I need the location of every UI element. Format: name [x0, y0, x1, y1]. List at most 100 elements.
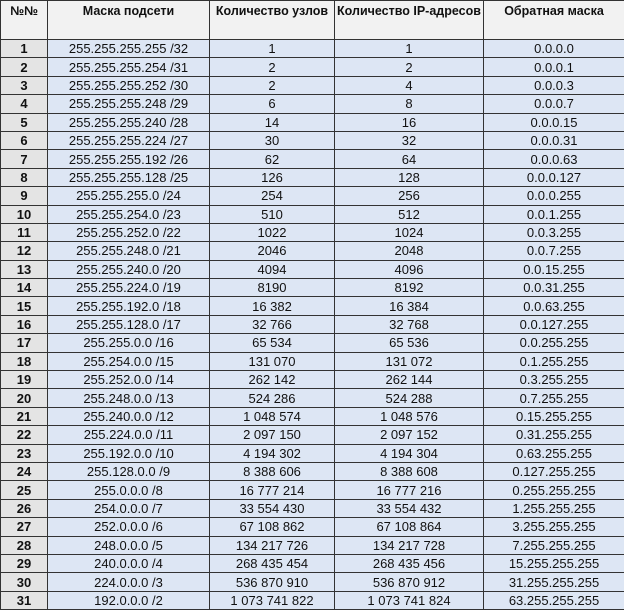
wildcard-mask-cell: 0.0.0.1 — [484, 58, 624, 76]
row-number-cell: 19 — [1, 371, 48, 389]
wildcard-mask-cell: 0.0.3.255 — [484, 223, 624, 241]
subnet-mask-cell: 255.255.252.0 /22 — [48, 223, 210, 241]
ip-count-cell: 1 — [335, 40, 484, 58]
row-number-cell: 22 — [1, 426, 48, 444]
row-number-cell: 12 — [1, 242, 48, 260]
row-number-cell: 1 — [1, 40, 48, 58]
subnet-mask-cell: 255.254.0.0 /15 — [48, 352, 210, 370]
row-number-cell: 13 — [1, 260, 48, 278]
ip-count-cell: 2048 — [335, 242, 484, 260]
ip-count-cell: 32 — [335, 131, 484, 149]
subnet-mask-cell: 255.255.255.128 /25 — [48, 168, 210, 186]
ip-count-cell: 134 217 728 — [335, 536, 484, 554]
wildcard-mask-cell: 0.0.1.255 — [484, 205, 624, 223]
wildcard-mask-cell: 0.0.0.31 — [484, 131, 624, 149]
ip-count-cell: 8 388 608 — [335, 462, 484, 480]
ip-count-cell: 4 — [335, 76, 484, 94]
subnet-mask-cell: 255.255.0.0 /16 — [48, 334, 210, 352]
row-number-cell: 18 — [1, 352, 48, 370]
subnet-mask-cell: 255.255.254.0 /23 — [48, 205, 210, 223]
ip-count-cell: 8192 — [335, 279, 484, 297]
wildcard-mask-cell: 0.0.0.3 — [484, 76, 624, 94]
hosts-count-cell: 1022 — [210, 223, 335, 241]
row-number-cell: 4 — [1, 95, 48, 113]
hosts-count-cell: 2 097 150 — [210, 426, 335, 444]
wildcard-mask-cell: 0.0.0.63 — [484, 150, 624, 168]
ip-count-cell: 524 288 — [335, 389, 484, 407]
wildcard-mask-cell: 0.0.0.255 — [484, 187, 624, 205]
ip-count-cell: 131 072 — [335, 352, 484, 370]
wildcard-mask-cell: 0.31.255.255 — [484, 426, 624, 444]
subnet-mask-cell: 255.255.255.0 /24 — [48, 187, 210, 205]
wildcard-mask-cell: 0.1.255.255 — [484, 352, 624, 370]
subnet-mask-cell: 192.0.0.0 /2 — [48, 591, 210, 609]
hosts-count-cell: 510 — [210, 205, 335, 223]
wildcard-mask-cell: 0.0.15.255 — [484, 260, 624, 278]
row-number-cell: 14 — [1, 279, 48, 297]
row-number-cell: 28 — [1, 536, 48, 554]
wildcard-mask-cell: 3.255.255.255 — [484, 518, 624, 536]
hosts-count-header: Количество узлов — [210, 1, 335, 40]
wildcard-mask-cell: 63.255.255.255 — [484, 591, 624, 609]
subnet-mask-cell: 255.0.0.0 /8 — [48, 481, 210, 499]
wildcard-mask-cell: 0.15.255.255 — [484, 407, 624, 425]
number-header: №№ — [1, 1, 48, 40]
ip-count-cell: 536 870 912 — [335, 573, 484, 591]
subnet-mask-cell: 248.0.0.0 /5 — [48, 536, 210, 554]
ip-count-cell: 67 108 864 — [335, 518, 484, 536]
ip-count-cell: 2 — [335, 58, 484, 76]
ip-count-header: Количество IP-адресов — [335, 1, 484, 40]
subnet-mask-cell: 254.0.0.0 /7 — [48, 499, 210, 517]
row-number-cell: 10 — [1, 205, 48, 223]
subnet-mask-cell: 255.255.255.192 /26 — [48, 150, 210, 168]
hosts-count-cell: 16 777 214 — [210, 481, 335, 499]
ip-count-cell: 4096 — [335, 260, 484, 278]
row-number-cell: 31 — [1, 591, 48, 609]
wildcard-mask-cell: 7.255.255.255 — [484, 536, 624, 554]
subnet-mask-cell: 255.255.255.240 /28 — [48, 113, 210, 131]
hosts-count-cell: 126 — [210, 168, 335, 186]
subnet-mask-cell: 255.224.0.0 /11 — [48, 426, 210, 444]
row-number-cell: 7 — [1, 150, 48, 168]
hosts-count-cell: 8 388 606 — [210, 462, 335, 480]
ip-count-cell: 8 — [335, 95, 484, 113]
subnet-mask-cell: 252.0.0.0 /6 — [48, 518, 210, 536]
subnet-mask-cell: 255.255.255.254 /31 — [48, 58, 210, 76]
wildcard-mask-cell: 0.0.0.15 — [484, 113, 624, 131]
subnet-mask-cell: 255.255.240.0 /20 — [48, 260, 210, 278]
hosts-count-cell: 33 554 430 — [210, 499, 335, 517]
hosts-count-cell: 1 073 741 822 — [210, 591, 335, 609]
subnet-mask-cell: 255.255.255.248 /29 — [48, 95, 210, 113]
hosts-count-cell: 254 — [210, 187, 335, 205]
wildcard-mask-cell: 0.0.255.255 — [484, 334, 624, 352]
hosts-count-cell: 131 070 — [210, 352, 335, 370]
subnet-mask-cell: 255.255.248.0 /21 — [48, 242, 210, 260]
wildcard-mask-cell: 0.0.0.127 — [484, 168, 624, 186]
hosts-count-cell: 6 — [210, 95, 335, 113]
ip-count-cell: 1 048 576 — [335, 407, 484, 425]
ip-count-cell: 128 — [335, 168, 484, 186]
hosts-count-cell: 65 534 — [210, 334, 335, 352]
subnet-mask-header: Маска подсети — [48, 1, 210, 40]
row-number-cell: 23 — [1, 444, 48, 462]
wildcard-mask-cell: 0.0.7.255 — [484, 242, 624, 260]
hosts-count-cell: 1 048 574 — [210, 407, 335, 425]
